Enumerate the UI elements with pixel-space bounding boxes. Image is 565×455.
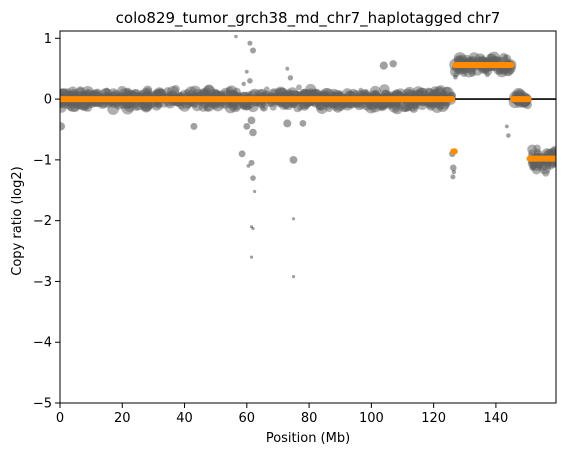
data-point: [296, 84, 302, 91]
x-tick-label: 0: [56, 411, 64, 426]
y-tick-label: −4: [33, 336, 52, 351]
y-tick-label: 0: [44, 93, 52, 108]
chart-title: colo829_tumor_grch38_md_chr7_haplotagged…: [116, 9, 501, 28]
data-point: [104, 87, 110, 93]
outlier-point: [291, 275, 296, 279]
outlier-point: [250, 47, 256, 54]
outlier-point: [379, 61, 388, 70]
outlier-point: [450, 164, 457, 172]
data-point: [391, 103, 403, 115]
data-point: [358, 87, 364, 93]
outlier-point: [389, 60, 397, 68]
y-tick-label: −2: [33, 214, 52, 229]
outlier-point: [291, 217, 296, 221]
outlier-point: [285, 66, 290, 71]
data-point: [69, 101, 81, 113]
data-point: [542, 169, 550, 177]
outlier-point: [190, 122, 198, 130]
x-tick-label: 120: [421, 411, 446, 426]
data-point: [485, 53, 497, 65]
data-point: [553, 162, 556, 168]
axes: 0 20 40 60 80 100 120 140 1 0 −1 −2 −3 −4 −5: [33, 30, 557, 426]
outlier-point: [506, 133, 511, 138]
outlier-point: [253, 189, 257, 194]
outlier-point: [251, 226, 255, 231]
outlier-point: [250, 175, 256, 181]
outlier-point: [247, 78, 253, 84]
plot-frame: [59, 30, 557, 404]
x-tick-label: 80: [301, 411, 318, 426]
data-point: [274, 88, 283, 97]
data-point: [226, 86, 233, 94]
outlier-point: [299, 120, 307, 127]
outlier-point: [450, 174, 456, 180]
data-point: [287, 90, 293, 96]
outlier-point: [451, 169, 457, 175]
outlier-point: [287, 75, 294, 81]
plot-points: [60, 34, 556, 279]
plot-segments: [60, 62, 556, 162]
data-point: [400, 101, 411, 113]
y-axis-title: Copy ratio (log2): [10, 166, 25, 275]
outlier-point: [504, 124, 509, 129]
x-axis-title: Position (Mb): [266, 431, 350, 446]
data-point: [269, 103, 277, 111]
x-tick-label: 40: [176, 411, 193, 426]
outlier-point: [244, 69, 249, 74]
data-point: [64, 88, 72, 96]
outlier-point: [289, 156, 298, 164]
data-point: [342, 88, 353, 99]
outlier-point: [241, 81, 246, 87]
outlier-point: [283, 119, 292, 128]
outlier-point: [247, 116, 256, 125]
outlier-point: [249, 128, 257, 137]
data-point: [232, 87, 241, 96]
data-point: [528, 149, 536, 157]
outlier-point: [238, 150, 246, 158]
x-tick-label: 20: [114, 411, 131, 426]
data-point: [80, 100, 90, 110]
outlier-point: [243, 123, 251, 130]
outlier-point: [248, 159, 255, 166]
data-point: [533, 144, 541, 153]
data-point: [163, 87, 173, 97]
y-tick-label: −1: [33, 153, 52, 168]
outlier-point: [60, 122, 65, 131]
outlier-point: [453, 74, 458, 80]
outlier-point: [247, 40, 253, 46]
outlier-point: [234, 34, 238, 39]
data-point: [143, 87, 153, 97]
data-point: [503, 54, 508, 59]
data-point: [539, 160, 545, 166]
x-tick-label: 100: [359, 411, 384, 426]
data-point: [76, 86, 85, 95]
x-tick-label: 140: [483, 411, 508, 426]
data-point: [125, 100, 134, 109]
y-tick-label: −3: [33, 275, 52, 290]
y-tick-label: −5: [33, 397, 52, 412]
data-point: [132, 102, 141, 111]
outlier-point: [249, 255, 254, 259]
data-point: [484, 72, 490, 78]
data-point: [60, 88, 65, 97]
data-point: [549, 148, 556, 158]
x-tick-label: 60: [239, 411, 256, 426]
y-tick-label: 1: [44, 32, 52, 47]
